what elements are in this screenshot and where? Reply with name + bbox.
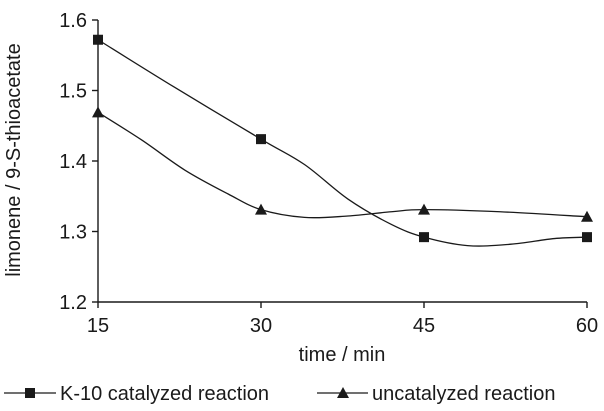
x-axis-title: time / min xyxy=(299,344,386,366)
legend-label: uncatalyzed reaction xyxy=(372,383,555,405)
square-marker xyxy=(93,34,103,45)
triangle-marker xyxy=(337,387,349,398)
triangle-marker xyxy=(581,210,593,222)
chart-series xyxy=(92,34,593,247)
triangle-marker xyxy=(255,203,267,215)
chart-legend: K-10 catalyzed reaction uncatalyzed react… xyxy=(4,383,555,405)
x-tick-label: 30 xyxy=(250,315,272,337)
triangle-marker xyxy=(92,106,104,118)
series-line xyxy=(97,111,588,219)
square-marker xyxy=(256,134,266,145)
legend-item: uncatalyzed reaction xyxy=(317,383,555,405)
x-tick-label: 45 xyxy=(413,315,435,337)
series-line xyxy=(97,39,588,247)
triangle-marker xyxy=(418,203,430,215)
series-2 xyxy=(92,106,593,222)
y-tick-label: 1.3 xyxy=(59,222,87,244)
square-marker xyxy=(419,232,429,243)
square-marker xyxy=(582,232,592,243)
chart-axes: 1.2 1.3 1.4 1.5 1.6 15 30 45 60 xyxy=(59,10,598,337)
x-tick-label: 15 xyxy=(87,315,109,337)
legend-item: K-10 catalyzed reaction xyxy=(4,383,269,405)
y-tick-label: 1.6 xyxy=(59,10,87,32)
y-axis-title: limonene / 9-S-thioacetate xyxy=(3,43,25,276)
square-marker xyxy=(25,388,35,398)
y-tick-label: 1.4 xyxy=(59,151,87,173)
series-1 xyxy=(93,34,592,247)
y-tick-label: 1.5 xyxy=(59,81,87,103)
legend-label: K-10 catalyzed reaction xyxy=(60,383,269,405)
x-tick-label: 60 xyxy=(576,315,598,337)
y-tick-label: 1.2 xyxy=(59,292,87,314)
